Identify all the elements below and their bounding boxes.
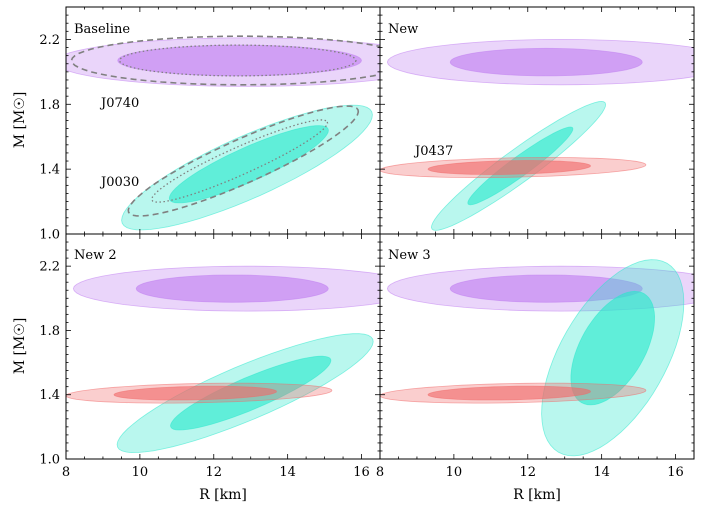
panel-new-3: New 3 [380, 248, 694, 457]
panel-new-2: New 2 [66, 248, 380, 454]
label-j0740: J0740 [99, 96, 139, 111]
y-tick-label: 1.0 [39, 228, 60, 243]
y-tick-label: 1.0 [39, 453, 60, 468]
panel-title: New [388, 22, 418, 37]
panel-title: New 2 [74, 248, 117, 263]
axes-panel-3: 8 10 12 14 16 [376, 233, 695, 480]
axes-panel-2: 8 10 12 14 16 1.0 1.4 1.8 2.2 [39, 233, 381, 480]
label-j0030: J0030 [99, 175, 139, 190]
x-tick-label: 12 [205, 465, 222, 480]
y-tick-label: 1.8 [39, 98, 60, 113]
x-tick-label: 16 [353, 465, 370, 480]
y-axis-label-bottom: M [M☉] [12, 318, 28, 375]
x-tick-label: 16 [667, 465, 684, 480]
label-j0437: J0437 [413, 144, 453, 159]
panel-frames: 1.0 1.4 1.8 2.2 8 10 12 14 16 1.0 1.4 1.8 2.2 8 10 12 14… [39, 6, 695, 480]
contour-j0740-inner [449, 47, 643, 77]
y-tick-label: 2.2 [39, 260, 60, 275]
panel-title: Baseline [74, 22, 130, 37]
contour-j0437-inner [427, 160, 591, 175]
axes-panel-0: 1.0 1.4 1.8 2.2 [39, 6, 381, 243]
overlay-dotted-contour [151, 119, 329, 203]
overlay-dashed-contour [127, 105, 360, 217]
y-axis-label-top: M [M☉] [12, 92, 28, 149]
contour-j0437-inner [113, 385, 277, 401]
contour-j0740-inner [135, 274, 329, 303]
y-tick-label: 2.2 [39, 33, 60, 48]
x-axis-label-left: R [km] [199, 487, 247, 503]
y-tick-label: 1.8 [39, 324, 60, 339]
x-axis-label-right: R [km] [513, 487, 561, 503]
panel-baseline: Baseline J0740 J0030 [66, 22, 380, 231]
x-tick-label: 10 [446, 465, 463, 480]
x-tick-label: 14 [593, 465, 610, 480]
y-tick-label: 1.4 [39, 388, 60, 403]
x-tick-label: 10 [132, 465, 149, 480]
x-tick-label: 12 [519, 465, 536, 480]
x-tick-label: 14 [279, 465, 296, 480]
contour-j0437-inner [427, 385, 591, 401]
panel-new: New J0437 [380, 22, 694, 231]
x-tick-label: 8 [376, 465, 384, 480]
y-tick-label: 1.4 [39, 163, 60, 178]
contour-j0740-inner [449, 274, 643, 303]
panel-title: New 3 [388, 248, 431, 263]
contour-j0030-inner [570, 290, 656, 406]
contour-j0740-inner [117, 44, 362, 77]
x-tick-label: 8 [62, 465, 70, 480]
